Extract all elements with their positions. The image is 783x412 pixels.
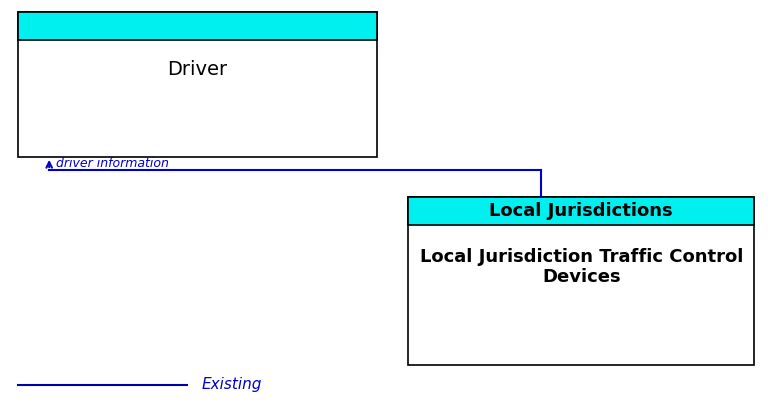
Text: Existing: Existing (202, 377, 262, 393)
Bar (408, 197, 754, 225)
Text: driver information: driver information (56, 157, 169, 169)
Text: Driver: Driver (167, 60, 227, 79)
Bar (408, 197, 754, 365)
Text: Local Jurisdiction Traffic Control
Devices: Local Jurisdiction Traffic Control Devic… (420, 248, 743, 286)
Bar (18, 12, 377, 40)
Bar (18, 12, 377, 157)
Text: Local Jurisdictions: Local Jurisdictions (489, 202, 673, 220)
